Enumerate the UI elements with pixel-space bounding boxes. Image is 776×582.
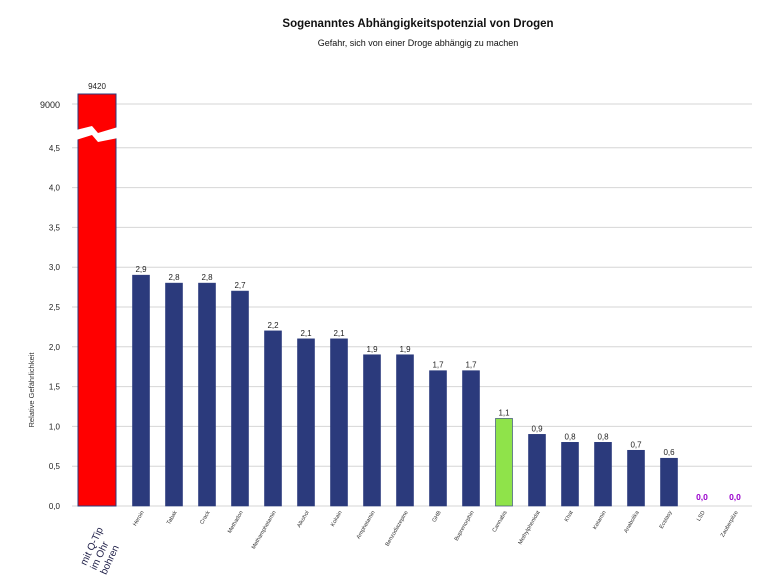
bar: [396, 354, 414, 507]
bars: [76, 93, 678, 507]
bar: [363, 354, 381, 507]
bar: [594, 442, 612, 507]
x-tick-label: Ketamin: [592, 510, 607, 531]
y-tick-label: 0,0: [49, 502, 61, 511]
x-tick-label: Methylphenidat: [518, 510, 542, 546]
y-tick-label: 4,5: [49, 144, 61, 153]
data-label: 0,8: [564, 432, 576, 441]
y-tick-label: 4,0: [49, 184, 61, 193]
y-tick-label-break: 9000: [40, 100, 60, 110]
bar: [198, 282, 216, 507]
bar: [330, 338, 348, 507]
y-axis-label: Relative Gefährlichkeit: [27, 352, 36, 428]
x-tick-label: Methadon: [227, 510, 245, 535]
chart-title: Sogenanntes Abhängigkeitspotenzial von D…: [282, 18, 553, 30]
x-tick-label: Amphetamin: [356, 510, 377, 540]
bar: [495, 418, 513, 507]
bar: [264, 330, 282, 507]
y-tick-label: 3,0: [49, 263, 61, 272]
bar: [660, 457, 678, 507]
chart-subtitle: Gefahr, sich von einer Droge abhängig zu…: [318, 38, 519, 48]
data-label: 0,6: [663, 448, 675, 457]
y-tick-label: 3,5: [49, 223, 61, 232]
x-tick-label: Tabak: [166, 510, 179, 526]
y-tick-label: 1,5: [49, 383, 61, 392]
data-label: 1,7: [465, 361, 477, 370]
data-label: 1,1: [498, 408, 510, 417]
y-tick-label: 0,5: [49, 462, 61, 471]
bar: [528, 434, 546, 507]
data-label: 2,2: [267, 321, 279, 330]
x-tick-label: Kokain: [330, 510, 344, 528]
data-label: 1,9: [399, 345, 411, 354]
grid-lines: [72, 103, 752, 507]
bar: [165, 282, 183, 507]
data-label: 2,8: [201, 273, 213, 282]
x-tick-label: mit Q-Tipim Ohrbohren: [79, 525, 126, 576]
bar: [561, 442, 579, 507]
bar: [297, 338, 315, 507]
bar: [77, 93, 117, 507]
bar: [132, 274, 150, 507]
data-label: 0,9: [531, 424, 543, 433]
axis-break-marker: [76, 126, 118, 142]
y-tick-label: 1,0: [49, 422, 61, 431]
bar: [462, 370, 480, 507]
x-tick-label: Benzodiazepine: [385, 510, 410, 547]
data-label: 0,8: [597, 432, 609, 441]
x-tick-label: Heroin: [132, 510, 145, 527]
x-tick-label: Buprenorphin: [454, 510, 476, 542]
x-tick-label: Ecstasy: [659, 510, 674, 530]
x-tick-label: Alkohol: [296, 510, 310, 529]
data-label: 9420: [88, 82, 106, 91]
x-axis-labels: mit Q-Tipim Ohrbohren Heroin Tabak Crack Met…: [79, 509, 740, 576]
x-tick-label: Methamphetamin: [251, 510, 278, 550]
data-label: 1,7: [432, 361, 444, 370]
data-labels: 9420 2,9 2,8 2,8 2,7 2,2 2,1 2,1 1,9 1,9 1,7 1,7 1,1…: [88, 82, 741, 502]
y-tick-label: 2,5: [49, 303, 61, 312]
data-label: 2,1: [300, 329, 312, 338]
bar: [231, 290, 249, 507]
x-tick-label: GHB: [431, 510, 442, 524]
data-label: 0,7: [630, 440, 642, 449]
data-label: 2,7: [234, 281, 246, 290]
x-tick-label: Khat: [564, 510, 575, 523]
x-tick-label: LSD: [696, 510, 707, 522]
y-axis-ticks: 0,0 0,5 1,0 1,5 2,0 2,5 3,0 3,5 4,0 4,5 9000: [40, 100, 61, 511]
bar: [429, 370, 447, 507]
x-tick-label: Crack: [199, 510, 212, 526]
data-label: 1,9: [366, 345, 378, 354]
data-label: 0,0: [729, 492, 741, 502]
data-label: 2,1: [333, 329, 345, 338]
y-tick-label: 2,0: [49, 343, 61, 352]
data-label: 2,9: [135, 265, 147, 274]
bar: [627, 449, 645, 507]
data-label: 2,8: [168, 273, 180, 282]
x-tick-label: Cannabis: [492, 510, 509, 534]
data-label: 0,0: [696, 492, 708, 502]
x-tick-label: Anabolika: [623, 509, 641, 534]
x-tick-label: Zauberpilze: [720, 510, 740, 538]
